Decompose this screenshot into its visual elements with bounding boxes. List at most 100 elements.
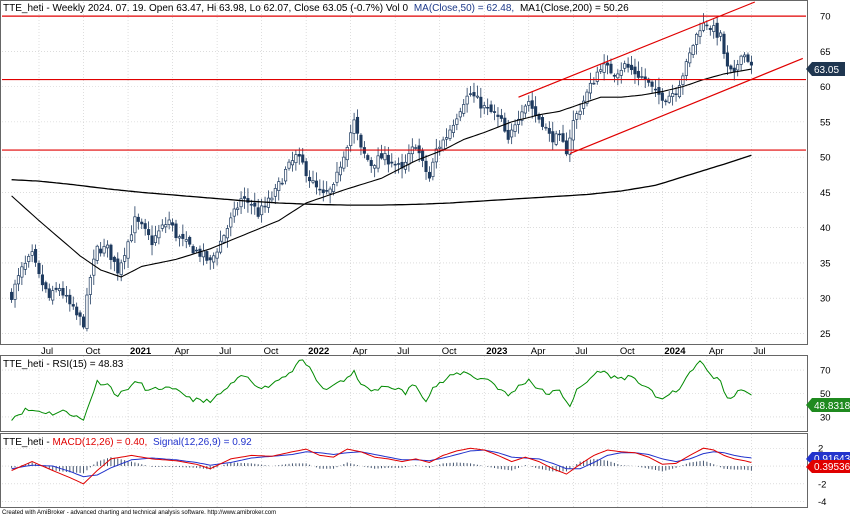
candle-body	[92, 258, 96, 276]
candlestick	[325, 181, 329, 195]
macd-y-tick: -2	[818, 479, 826, 490]
price-last-badge: 63.05	[806, 62, 845, 76]
candlestick	[561, 124, 565, 143]
candlestick	[112, 255, 116, 272]
candlestick	[249, 199, 253, 215]
candlestick	[698, 22, 702, 45]
price-y-tick: 55	[820, 117, 831, 128]
x-tick-label: Jul	[575, 346, 587, 357]
candlestick	[129, 225, 134, 243]
candlestick	[191, 244, 195, 255]
candle-body	[27, 256, 31, 262]
candle-body	[133, 216, 137, 234]
candlestick	[181, 224, 185, 247]
channel-lower-line	[569, 57, 804, 155]
candlestick	[85, 287, 89, 332]
candle-body	[208, 257, 212, 261]
candle-body	[123, 255, 127, 262]
candlestick	[273, 183, 277, 204]
macd-header: TTE_heti - MACD(12,26) = 0.40, Signal(12…	[3, 437, 252, 448]
candlestick	[27, 253, 31, 268]
rsi-layer	[11, 359, 752, 421]
x-tick-label: Jul	[397, 346, 409, 357]
candlestick	[105, 240, 110, 258]
candle-body	[609, 63, 613, 74]
candlestick	[441, 136, 445, 152]
candlestick	[37, 260, 41, 278]
candlestick	[681, 72, 685, 95]
candle-body	[633, 66, 637, 75]
candlestick	[349, 124, 353, 152]
candlestick	[469, 86, 473, 97]
candle-body	[605, 62, 610, 66]
candle-body	[732, 67, 736, 72]
candlestick	[465, 87, 469, 113]
candle-body	[575, 113, 579, 120]
candle-body	[61, 287, 65, 296]
candle-body	[355, 116, 360, 134]
candlestick	[359, 133, 363, 156]
candle-body	[482, 105, 486, 109]
candlestick	[236, 202, 240, 216]
candle-body	[88, 277, 92, 295]
candle-body	[664, 100, 668, 103]
candle-body	[479, 96, 483, 109]
candlestick	[314, 172, 318, 195]
candlestick	[229, 212, 233, 237]
macd-macd-badge: 0.39536	[806, 460, 850, 473]
candlestick	[212, 252, 216, 269]
candlestick	[218, 230, 223, 255]
candlestick	[712, 19, 716, 39]
candlestick	[592, 77, 596, 85]
candlestick	[438, 140, 442, 156]
candle-body	[616, 73, 620, 79]
candle-body	[465, 95, 469, 105]
candlestick	[123, 247, 127, 270]
candlestick	[92, 249, 96, 285]
candle-body	[164, 224, 168, 228]
ma200-line	[11, 154, 752, 206]
candle-body	[129, 234, 134, 242]
candle-body	[78, 312, 82, 317]
candle-body	[373, 165, 377, 169]
candle-body	[516, 118, 521, 125]
candlestick	[719, 30, 723, 42]
candle-body	[623, 63, 627, 69]
candlestick	[335, 161, 339, 187]
candlestick	[612, 73, 616, 83]
candle-body	[742, 54, 747, 58]
candlestick	[523, 103, 527, 118]
candlestick	[595, 66, 599, 85]
candlestick	[232, 201, 236, 223]
candle-body	[725, 52, 729, 67]
candle-body	[218, 240, 223, 253]
macd-line	[11, 447, 752, 485]
candle-body	[417, 145, 421, 154]
candle-body	[681, 75, 685, 85]
candle-body	[629, 64, 634, 71]
x-tick-label: Apr	[709, 346, 724, 357]
candlestick	[674, 87, 678, 102]
candle-body	[671, 93, 675, 97]
candle-body	[424, 160, 428, 172]
candle-body	[739, 55, 743, 65]
candlestick	[558, 130, 562, 141]
candlestick	[742, 52, 747, 63]
candle-body	[585, 91, 589, 104]
price-y-tick: 60	[820, 82, 831, 93]
candlestick	[516, 110, 521, 134]
ma50-line	[11, 68, 752, 278]
candle-body	[30, 251, 34, 256]
candlestick	[599, 64, 603, 74]
candle-body	[188, 236, 192, 245]
candle-body	[294, 154, 298, 164]
candlestick	[160, 219, 164, 232]
candle-body	[376, 155, 380, 169]
candle-body	[489, 104, 493, 113]
candlestick	[81, 314, 86, 330]
candle-body	[719, 32, 723, 37]
candlestick	[30, 244, 34, 263]
candle-body	[64, 294, 68, 297]
price-y-tick: 65	[820, 47, 831, 58]
